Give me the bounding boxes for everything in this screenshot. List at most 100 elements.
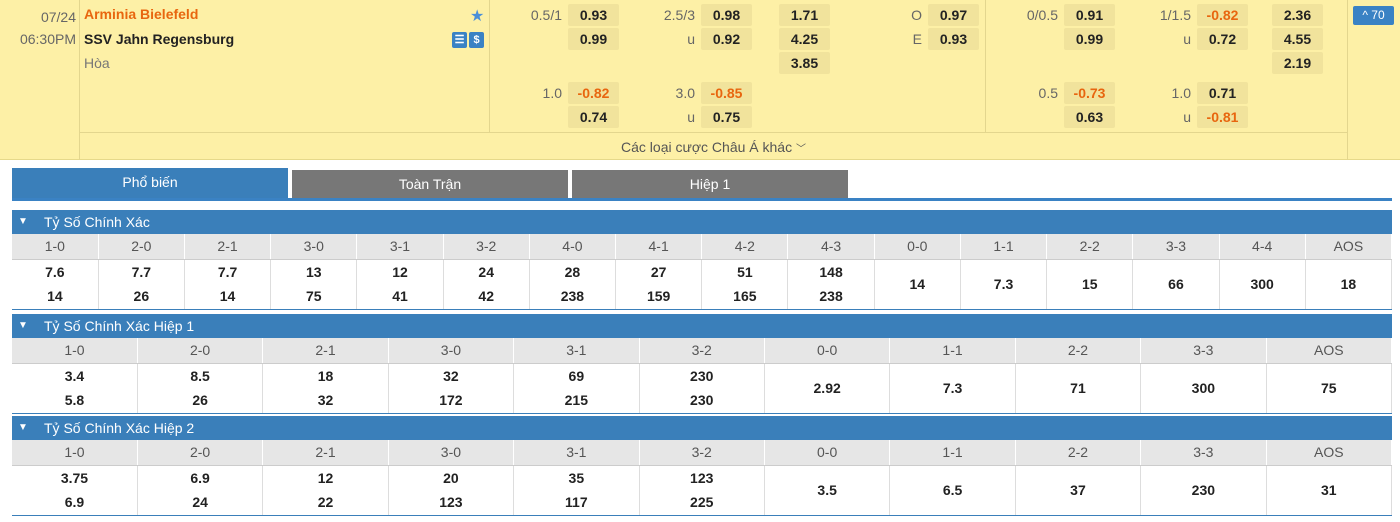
section-header[interactable]: ▼ Tỷ Số Chính Xác Hiệp 2 — [12, 416, 1392, 440]
home-odd[interactable]: 24 — [478, 264, 494, 280]
score-odds-cell[interactable]: 35 117 — [513, 465, 640, 516]
away-odd[interactable]: 42 — [478, 288, 494, 304]
away-odd[interactable]: 165 — [733, 288, 757, 304]
odd-value[interactable]: -0.81 — [1197, 106, 1248, 128]
odd[interactable]: 14 — [909, 276, 926, 292]
score-odds-cell[interactable]: 32 172 — [388, 363, 515, 414]
away-odd[interactable]: 26 — [192, 392, 208, 408]
away-odd[interactable]: 5.8 — [64, 392, 85, 408]
home-odd[interactable]: 69 — [568, 368, 585, 384]
home-odd[interactable]: 32 — [443, 368, 459, 384]
odd-value[interactable]: 0.93 — [568, 4, 619, 26]
home-odd[interactable]: 230 — [690, 368, 714, 384]
home-odd[interactable]: 148 — [819, 264, 843, 280]
home-odd[interactable]: 7.6 — [45, 264, 65, 280]
1x2-odd[interactable]: 4.55 — [1272, 28, 1323, 50]
odd-value[interactable]: 0.91 — [1064, 4, 1115, 26]
section-header[interactable]: ▼ Tỷ Số Chính Xác — [12, 210, 1392, 234]
stats-icon[interactable]: ☰ — [452, 32, 467, 48]
away-odd[interactable]: 75 — [305, 288, 322, 304]
away-odd[interactable]: 225 — [690, 494, 714, 510]
odd[interactable]: 75 — [1320, 380, 1337, 396]
odd[interactable]: 6.5 — [942, 482, 963, 498]
away-odd[interactable]: 6.9 — [64, 494, 85, 510]
odd[interactable]: 7.3 — [942, 380, 963, 396]
away-odd[interactable]: 123 — [439, 494, 463, 510]
score-odds-cell[interactable]: 18 32 — [262, 363, 389, 414]
tab-first-half[interactable]: Hiệp 1 — [572, 170, 848, 198]
score-odds-cell[interactable]: 7.3 — [960, 259, 1048, 310]
1x2-odd[interactable]: 3.85 — [779, 52, 830, 74]
odd[interactable]: 37 — [1070, 482, 1086, 498]
score-odds-cell[interactable]: 66 — [1132, 259, 1220, 310]
score-odds-cell[interactable]: 123 225 — [639, 465, 765, 516]
score-odds-cell[interactable]: 28 238 — [529, 259, 617, 310]
odd-value[interactable]: -0.82 — [1197, 4, 1248, 26]
score-odds-cell[interactable]: 20 123 — [388, 465, 515, 516]
1x2-odd[interactable]: 2.36 — [1272, 4, 1323, 26]
odd-value[interactable]: 0.74 — [568, 106, 619, 128]
score-odds-cell[interactable]: 18 — [1305, 259, 1393, 310]
score-odds-cell[interactable]: 7.7 26 — [98, 259, 185, 310]
odd[interactable]: 15 — [1081, 276, 1098, 292]
home-odd[interactable]: 8.5 — [190, 368, 210, 384]
score-odds-cell[interactable]: 71 — [1015, 363, 1142, 414]
odd[interactable]: 71 — [1070, 380, 1086, 396]
odd-value[interactable]: -0.73 — [1064, 82, 1115, 104]
odd[interactable]: 7.3 — [993, 276, 1014, 292]
away-odd[interactable]: 24 — [192, 494, 208, 510]
section-header[interactable]: ▼ Tỷ Số Chính Xác Hiệp 1 — [12, 314, 1392, 338]
odd-value[interactable]: 0.63 — [1064, 106, 1115, 128]
score-odds-cell[interactable]: 300 — [1140, 363, 1267, 414]
score-odds-cell[interactable]: 2.92 — [764, 363, 891, 414]
score-odds-cell[interactable]: 15 — [1046, 259, 1134, 310]
odds-dollar-icon[interactable]: $ — [469, 32, 484, 48]
home-odd[interactable]: 13 — [305, 264, 322, 280]
score-odds-cell[interactable]: 24 42 — [443, 259, 530, 310]
home-odd[interactable]: 12 — [317, 470, 334, 486]
favorite-star-icon[interactable]: ★ — [470, 8, 485, 25]
score-odds-cell[interactable]: 13 75 — [270, 259, 358, 310]
1x2-odd[interactable]: 2.19 — [1272, 52, 1323, 74]
score-odds-cell[interactable]: 148 238 — [787, 259, 875, 310]
odd[interactable]: 230 — [1191, 482, 1216, 498]
score-odds-cell[interactable]: 12 41 — [356, 259, 444, 310]
home-team[interactable]: Arminia Bielefeld — [84, 6, 199, 22]
score-odds-cell[interactable]: 31 — [1266, 465, 1393, 516]
score-odds-cell[interactable]: 6.9 24 — [137, 465, 264, 516]
away-odd[interactable]: 32 — [317, 392, 334, 408]
score-odds-cell[interactable]: 3.4 5.8 — [12, 363, 138, 414]
score-odds-cell[interactable]: 7.3 — [889, 363, 1016, 414]
score-odds-cell[interactable]: 69 215 — [513, 363, 640, 414]
home-odd[interactable]: 3.75 — [60, 470, 89, 486]
score-odds-cell[interactable]: 51 165 — [701, 259, 789, 310]
score-odds-cell[interactable]: 8.5 26 — [137, 363, 264, 414]
home-odd[interactable]: 7.7 — [217, 264, 238, 280]
score-odds-cell[interactable]: 7.7 14 — [184, 259, 272, 310]
home-odd[interactable]: 51 — [737, 264, 753, 280]
score-odds-cell[interactable]: 6.5 — [889, 465, 1016, 516]
away-odd[interactable]: 172 — [439, 392, 463, 408]
odd[interactable]: 300 — [1191, 380, 1216, 396]
odd-value[interactable]: 0.92 — [701, 28, 752, 50]
odd-value[interactable]: 0.99 — [1064, 28, 1115, 50]
odd-value[interactable]: 0.71 — [1197, 82, 1248, 104]
away-odd[interactable]: 215 — [564, 392, 588, 408]
away-odd[interactable]: 26 — [133, 288, 150, 304]
odd-value[interactable]: -0.82 — [568, 82, 619, 104]
collapse-badge[interactable]: ^ 70 — [1353, 6, 1394, 25]
away-odd[interactable]: 230 — [690, 392, 714, 408]
1x2-odd[interactable]: 4.25 — [779, 28, 830, 50]
score-odds-cell[interactable]: 27 159 — [615, 259, 703, 310]
score-odds-cell[interactable]: 3.75 6.9 — [12, 465, 138, 516]
away-odd[interactable]: 117 — [565, 494, 588, 510]
home-odd[interactable]: 35 — [568, 470, 585, 486]
home-odd[interactable]: 3.4 — [64, 368, 85, 384]
score-odds-cell[interactable]: 300 — [1219, 259, 1306, 310]
home-odd[interactable]: 123 — [690, 470, 714, 486]
home-odd[interactable]: 7.7 — [131, 264, 152, 280]
score-odds-cell[interactable]: 230 230 — [639, 363, 765, 414]
score-odds-cell[interactable]: 230 — [1140, 465, 1267, 516]
home-odd[interactable]: 27 — [650, 264, 667, 280]
away-odd[interactable]: 159 — [646, 288, 671, 304]
